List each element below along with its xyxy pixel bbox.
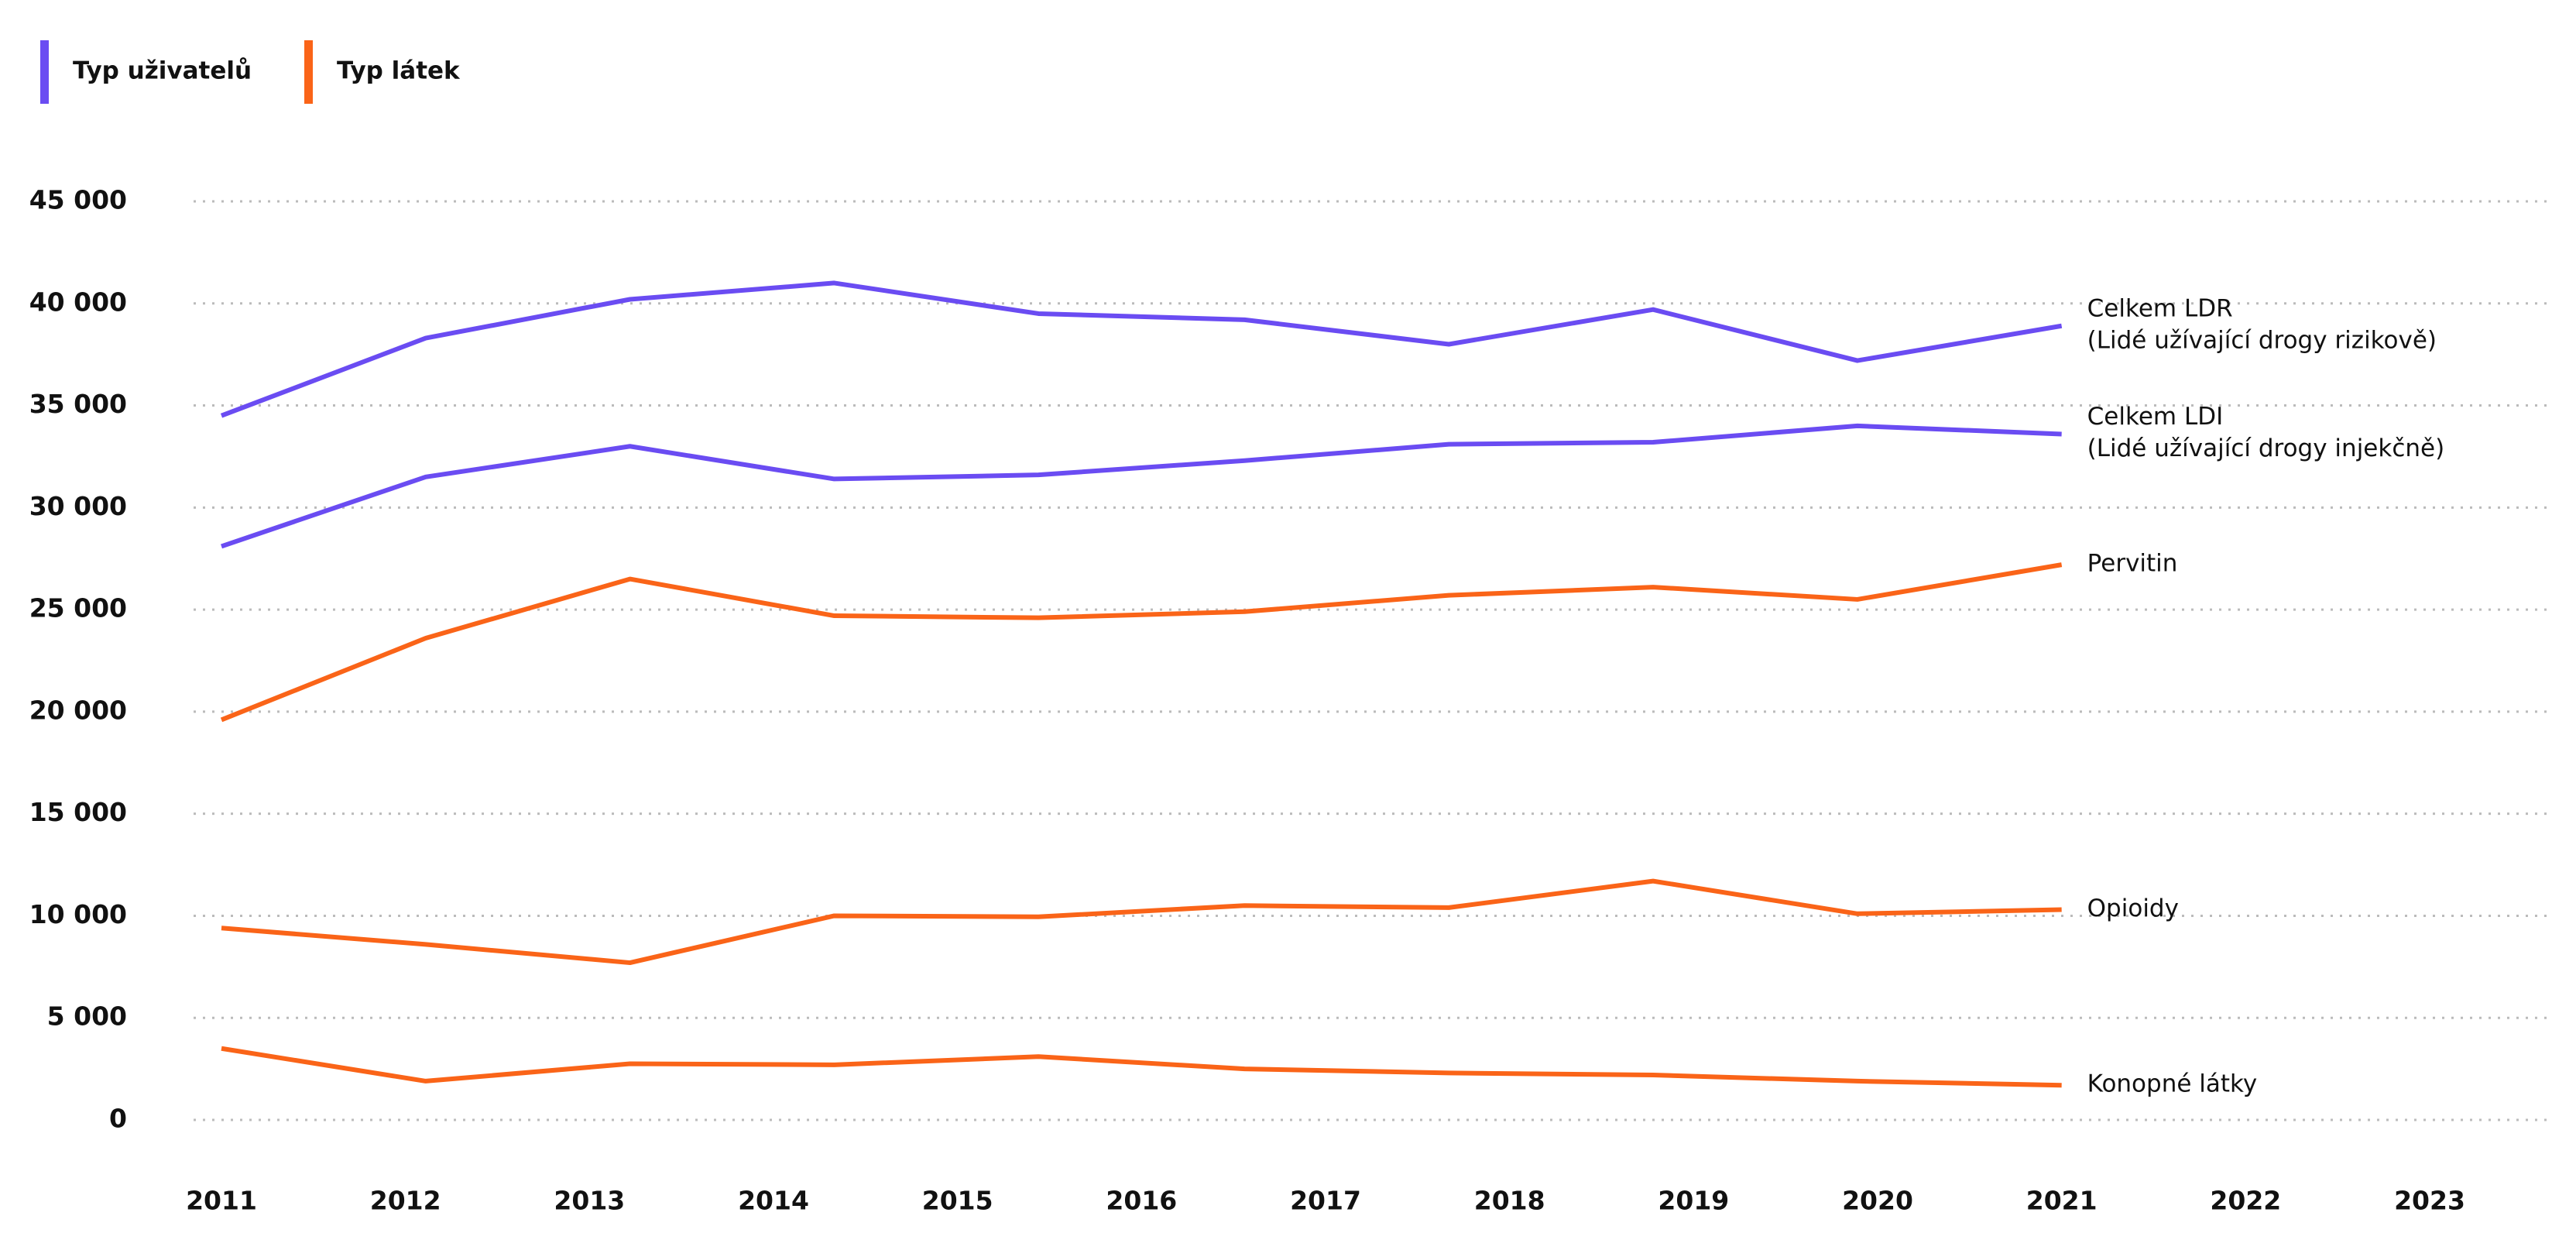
y-tick-label: 40 000 [29, 287, 127, 317]
series-label: Opioidy [2087, 895, 2179, 922]
y-tick-label: 30 000 [29, 491, 127, 521]
series-description: (Lidé užívající drogy injekčně) [2087, 434, 2445, 462]
x-tick-label: 2015 [922, 1186, 993, 1216]
y-tick-label: 5 000 [47, 1001, 127, 1032]
legend-swatch [40, 40, 49, 104]
line [220, 562, 2063, 723]
x-tick-label: 2019 [1658, 1186, 1729, 1216]
legend-label: Typ uživatelů [73, 57, 252, 85]
line [221, 878, 2062, 966]
y-tick-label: 10 000 [29, 899, 127, 929]
x-tick-label: 2013 [554, 1186, 625, 1216]
y-tick-label: 25 000 [29, 593, 127, 623]
x-tick-label: 2016 [1106, 1186, 1177, 1216]
x-tick-label: 2018 [1474, 1186, 1545, 1216]
legend-label: Typ látek [337, 57, 461, 85]
x-tick-label: 2020 [1842, 1186, 1913, 1216]
line [221, 1046, 2062, 1088]
x-tick-label: 2023 [2394, 1186, 2465, 1216]
series-description: (Lidé užívající drogy rizikově) [2087, 326, 2437, 354]
series-label: Celkem LDI [2087, 403, 2224, 431]
line [220, 280, 2063, 418]
x-tick-label: 2021 [2026, 1186, 2098, 1216]
y-tick-label: 15 000 [29, 797, 127, 827]
x-tick-label: 2014 [738, 1186, 809, 1216]
line [221, 423, 2062, 549]
legend-swatch [304, 40, 313, 104]
series-label: Celkem LDR [2087, 294, 2233, 322]
y-tick-label: 35 000 [29, 389, 127, 419]
x-tick-label: 2022 [2210, 1186, 2281, 1216]
y-tick-label: 45 000 [29, 185, 127, 215]
x-tick-label: 2012 [370, 1186, 441, 1216]
x-tick-label: 2011 [186, 1186, 257, 1216]
y-tick-label: 0 [109, 1104, 127, 1134]
series-label: Konopné látky [2087, 1070, 2258, 1098]
x-tick-label: 2017 [1290, 1186, 1361, 1216]
y-tick-label: 20 000 [29, 695, 127, 725]
series-label: Pervitin [2087, 550, 2178, 578]
